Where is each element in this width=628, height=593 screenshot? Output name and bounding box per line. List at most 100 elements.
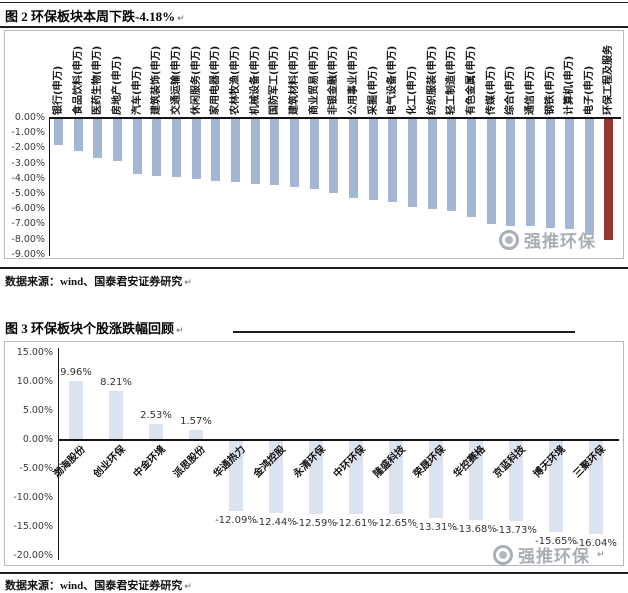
category-label: 非银金融(申万) <box>328 45 340 115</box>
category-label: 医药生物(申万) <box>92 45 104 115</box>
bar <box>348 119 358 198</box>
value-label: 8.21% <box>100 377 132 388</box>
bar <box>211 119 221 181</box>
y-tick-label: -7.00% <box>11 218 45 230</box>
y-tick-label: -20.00% <box>13 550 53 561</box>
bar <box>54 119 63 145</box>
category-label: 房地产(申万) <box>111 55 123 115</box>
value-label: -13.68% <box>455 524 497 535</box>
figure2-source-note: 数据来源：wind、国泰君安证券研究 ↵ <box>5 273 192 289</box>
paragraph-mark-icon: ↵ <box>184 278 192 288</box>
bar <box>349 441 363 514</box>
bar <box>270 119 280 185</box>
bar <box>429 441 443 518</box>
y-tick-label: -15.00% <box>13 521 53 532</box>
bar <box>191 119 201 179</box>
x-axis-line <box>58 439 619 441</box>
category-label: 食品饮料(申万) <box>72 45 84 115</box>
paragraph-mark-icon: ↵ <box>184 582 192 592</box>
bar <box>93 119 103 158</box>
bar <box>388 119 398 202</box>
figure3-chart: 强推环保 ↵ 15.00% 10.00% 5.00% 0.00% -5.00% -10.0… <box>4 341 624 567</box>
category-label: 环保工程及服务 <box>603 45 615 115</box>
figure3-source-note: 数据来源：wind、国泰君安证券研究 ↵ <box>5 577 192 593</box>
bar <box>289 119 299 187</box>
figure2-source-text: 数据来源：wind、国泰君安证券研究 <box>5 276 183 288</box>
category-label: 电子(申万) <box>583 65 595 115</box>
figure3-watermark: 强推环保 ↵ <box>493 542 605 567</box>
bar <box>329 119 339 193</box>
bar <box>132 119 142 174</box>
category-label: 计算机(申万) <box>564 55 576 115</box>
bar <box>230 119 240 182</box>
bar <box>447 119 457 211</box>
y-tick-label: -9.00% <box>11 248 45 260</box>
y-tick-label: 10.00% <box>16 376 53 387</box>
paragraph-mark-icon: ↵ <box>177 14 185 24</box>
bar <box>73 119 83 151</box>
y-tick-label: -5.00% <box>11 188 45 199</box>
bar <box>549 441 563 532</box>
category-label: 轻工制造(申万) <box>446 45 458 115</box>
bar <box>389 441 403 514</box>
value-label: -16.04% <box>575 538 617 549</box>
watermark-logo-icon <box>499 229 519 250</box>
watermark-text: 强推环保 <box>524 232 596 252</box>
y-axis-line <box>58 348 59 560</box>
figure2-title-underline <box>0 26 628 28</box>
bar <box>152 119 162 176</box>
category-label: 汽车(申万) <box>131 65 143 115</box>
value-label: -12.65% <box>375 518 417 529</box>
watermark-text: 强推环保 <box>518 547 590 567</box>
bar <box>506 119 516 226</box>
y-tick-label: 0.00% <box>22 434 53 445</box>
bar <box>525 119 535 226</box>
figure2-chart: 强推环保 0.00% -1.00% -2.00% -3.00% -4.00% -5.00%… <box>4 30 624 260</box>
bar <box>584 119 594 234</box>
watermark-logo-icon <box>493 544 513 565</box>
figure3-title: 图 3 环保板块个股涨跌幅回顾 ↵ <box>5 318 184 337</box>
category-label: 通信(申万) <box>524 65 536 115</box>
category-label: 化工(申万) <box>406 65 418 115</box>
y-tick-label: 0.00% <box>14 112 45 123</box>
bar <box>309 119 319 189</box>
value-label: 2.53% <box>140 410 172 421</box>
category-label: 交通运输(申万) <box>170 45 182 115</box>
bar <box>69 381 83 439</box>
category-label: 纺织服装(申万) <box>426 45 438 115</box>
y-tick-label: 15.00% <box>16 347 53 358</box>
value-label: 9.96% <box>60 367 92 378</box>
bar <box>407 119 417 207</box>
figure2-watermark: 强推环保 <box>499 227 596 252</box>
category-label: 机械设备(申万) <box>249 45 261 115</box>
y-tick-label: -3.00% <box>11 157 45 169</box>
figure2-title-text: 图 2 环保板块本周下跌-4.18% <box>5 9 176 24</box>
value-label: -13.73% <box>495 525 537 536</box>
bar <box>466 119 476 217</box>
bar <box>486 119 496 224</box>
y-tick-label: -2.00% <box>11 142 45 154</box>
figure3-bottom-divider <box>0 572 628 574</box>
category-label: 传媒(申万) <box>485 65 497 115</box>
category-label: 综合(申万) <box>505 65 517 115</box>
bar <box>545 119 555 228</box>
y-tick-label: -5.00% <box>19 463 53 474</box>
bar <box>469 441 483 520</box>
figure3-source-text: 数据来源：wind、国泰君安证券研究 <box>5 580 183 592</box>
figure3-title-underline <box>233 331 575 333</box>
paragraph-mark-icon: ↵ <box>597 549 605 560</box>
bar <box>269 441 283 513</box>
bar <box>112 119 122 161</box>
value-label: -15.65% <box>535 536 577 547</box>
category-label: 商业贸易(申万) <box>308 45 320 115</box>
y-tick-label: -8.00% <box>11 233 45 245</box>
figure2-title: 图 2 环保板块本周下跌-4.18% ↵ <box>5 6 185 25</box>
bar <box>509 441 523 521</box>
value-label: -12.44% <box>255 517 297 528</box>
category-label: 有色金属(申万) <box>465 45 477 115</box>
y-axis-line <box>49 118 50 256</box>
bar <box>149 424 163 439</box>
category-label: 建筑材料(申万) <box>288 45 300 115</box>
figure3-title-text: 图 3 环保板块个股涨跌幅回顾 <box>5 321 175 336</box>
